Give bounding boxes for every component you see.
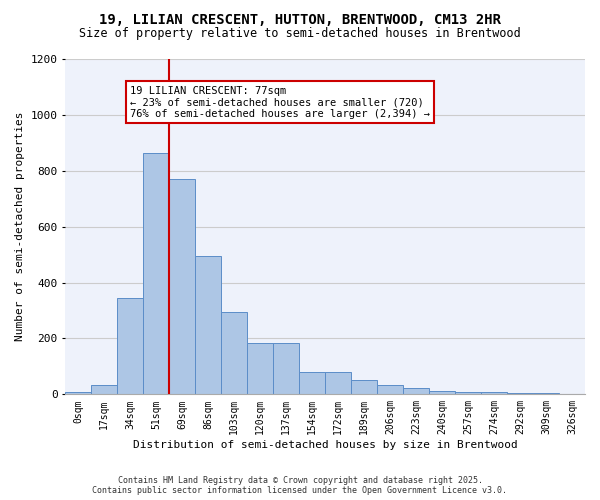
Bar	[325, 372, 351, 394]
Bar	[117, 298, 143, 394]
Bar	[273, 342, 299, 394]
X-axis label: Distribution of semi-detached houses by size in Brentwood: Distribution of semi-detached houses by …	[133, 440, 517, 450]
Bar	[247, 342, 273, 394]
Bar	[455, 392, 481, 394]
Text: 19, LILIAN CRESCENT, HUTTON, BRENTWOOD, CM13 2HR: 19, LILIAN CRESCENT, HUTTON, BRENTWOOD, …	[99, 12, 501, 26]
Bar	[351, 380, 377, 394]
Bar	[377, 386, 403, 394]
Bar	[195, 256, 221, 394]
Bar	[299, 372, 325, 394]
Bar	[507, 393, 533, 394]
Bar	[169, 179, 195, 394]
Bar	[429, 391, 455, 394]
Bar	[143, 152, 169, 394]
Bar	[65, 392, 91, 394]
Y-axis label: Number of semi-detached properties: Number of semi-detached properties	[15, 112, 25, 342]
Text: Contains HM Land Registry data © Crown copyright and database right 2025.
Contai: Contains HM Land Registry data © Crown c…	[92, 476, 508, 495]
Bar	[533, 393, 559, 394]
Bar	[221, 312, 247, 394]
Text: 19 LILIAN CRESCENT: 77sqm
← 23% of semi-detached houses are smaller (720)
76% of: 19 LILIAN CRESCENT: 77sqm ← 23% of semi-…	[130, 86, 430, 118]
Bar	[481, 392, 507, 394]
Bar	[91, 384, 117, 394]
Bar	[403, 388, 429, 394]
Text: Size of property relative to semi-detached houses in Brentwood: Size of property relative to semi-detach…	[79, 28, 521, 40]
